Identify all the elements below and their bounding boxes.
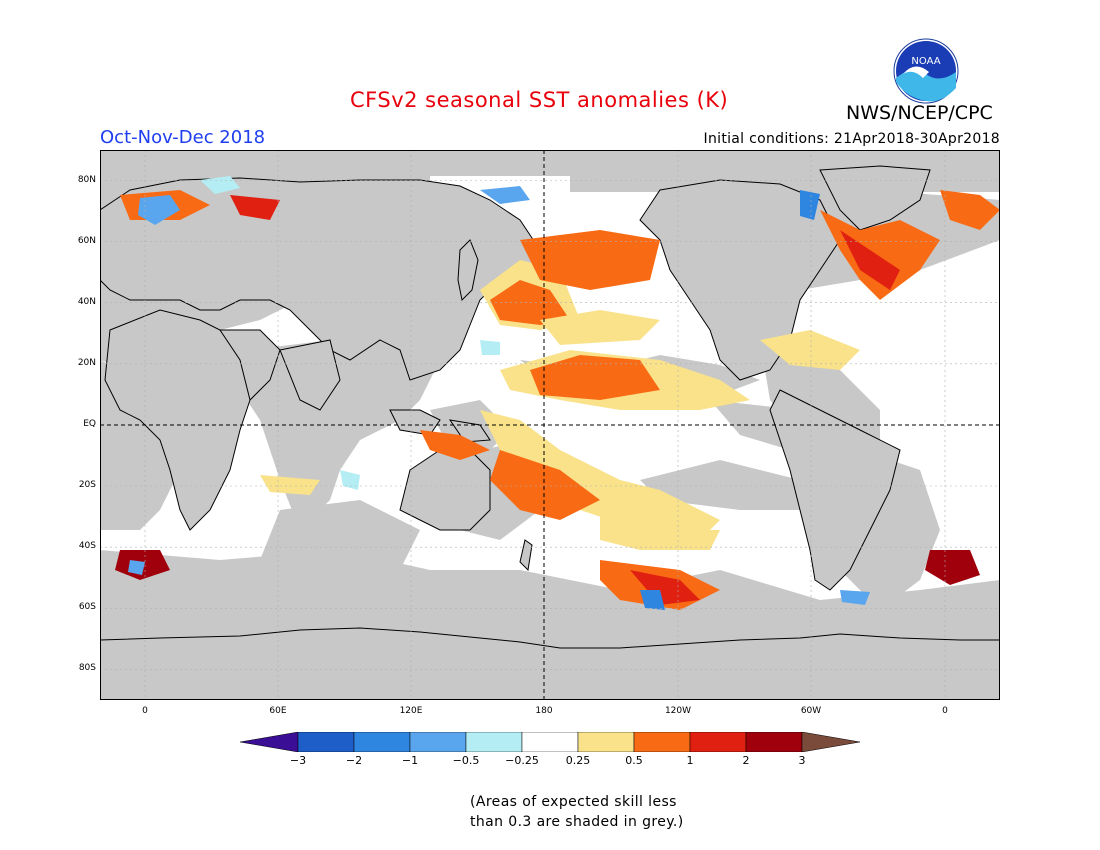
colorbar-label: 3 <box>798 754 806 767</box>
noaa-logo: NOAA <box>893 38 959 104</box>
lat-label: 80N <box>77 175 96 185</box>
colorbar-label: 0.5 <box>625 754 643 767</box>
lon-label: 0 <box>942 706 948 716</box>
lat-label: 20N <box>77 358 96 368</box>
lat-label: 40S <box>78 541 96 551</box>
lat-label: 60N <box>77 236 96 246</box>
colorbar-segment <box>465 732 523 752</box>
initial-conditions-label: Initial conditions: 21Apr2018-30Apr2018 <box>703 131 1000 147</box>
lat-label: 20S <box>78 480 96 490</box>
sst-anomaly-map <box>100 150 1000 700</box>
colorbar-segment <box>689 732 747 752</box>
colorbar-segment <box>409 732 467 752</box>
season-label: Oct-Nov-Dec 2018 <box>100 127 266 148</box>
lon-label: 60W <box>800 706 822 716</box>
lon-label: 0 <box>142 706 148 716</box>
agency-label: NWS/NCEP/CPC <box>846 102 993 124</box>
skill-note: (Areas of expected skill less than 0.3 a… <box>470 792 684 832</box>
colorbar <box>240 732 861 752</box>
continents <box>100 165 1000 700</box>
lat-label: 60S <box>78 602 96 612</box>
colorbar-segment <box>353 732 411 752</box>
lon-label: 60E <box>269 706 287 716</box>
colorbar-label: 2 <box>742 754 750 767</box>
lat-label: EQ <box>83 419 96 429</box>
colorbar-segment <box>801 732 861 752</box>
lon-label: 180 <box>535 706 553 716</box>
colorbar-label: 0.25 <box>565 754 591 767</box>
colorbar-segment <box>521 732 579 752</box>
colorbar-label: 1 <box>686 754 694 767</box>
lon-label: 120E <box>399 706 423 716</box>
colorbar-label: −1 <box>401 754 419 767</box>
colorbar-segment <box>633 732 691 752</box>
lat-label: 80S <box>78 663 96 673</box>
page-title: CFSv2 seasonal SST anomalies (K) <box>350 88 729 112</box>
logo-text: NOAA <box>911 56 940 67</box>
colorbar-label: −0.25 <box>505 754 539 767</box>
equator-dateline <box>100 150 1000 700</box>
colorbar-segment <box>745 732 803 752</box>
skill-note-line: (Areas of expected skill less <box>470 794 677 810</box>
colorbar-label: −2 <box>345 754 363 767</box>
lon-label: 120W <box>664 706 692 716</box>
skill-note-line: than 0.3 are shaded in grey.) <box>470 814 684 830</box>
colorbar-segment <box>297 732 355 752</box>
lat-label: 40N <box>77 297 96 307</box>
colorbar-segment <box>577 732 635 752</box>
colorbar-label: −3 <box>289 754 307 767</box>
colorbar-label: −0.5 <box>452 754 480 767</box>
colorbar-segment <box>240 732 299 752</box>
